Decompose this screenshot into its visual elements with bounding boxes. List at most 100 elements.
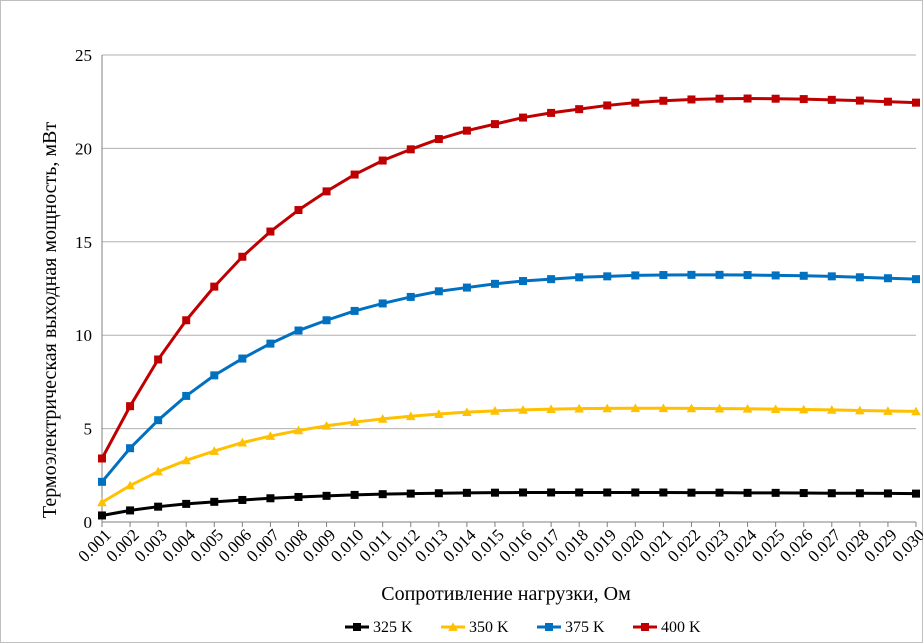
data-point <box>575 488 584 497</box>
legend-label: 325 K <box>373 619 413 636</box>
data-point <box>883 97 892 106</box>
data-point <box>462 126 471 135</box>
data-point <box>742 403 753 413</box>
data-point <box>490 279 499 288</box>
data-point <box>238 495 247 504</box>
data-point <box>350 490 359 499</box>
gridlines <box>102 54 916 430</box>
data-point <box>293 425 304 435</box>
data-point <box>771 488 780 497</box>
data-point <box>209 446 220 455</box>
y-tick-label: 0 <box>84 513 93 532</box>
legend-marker <box>353 623 361 631</box>
data-point <box>575 105 584 114</box>
data-point <box>322 491 331 500</box>
data-point <box>349 417 360 426</box>
legend-item: 400 K <box>633 619 701 636</box>
data-point <box>798 404 809 414</box>
data-point <box>715 488 724 497</box>
data-point <box>154 502 163 511</box>
data-point <box>153 466 163 476</box>
data-point <box>405 411 416 421</box>
x-axis-title: Сопротивление нагрузки, Ом <box>381 583 631 605</box>
data-point <box>799 489 808 498</box>
data-point <box>883 489 892 498</box>
data-point <box>294 326 303 335</box>
data-point <box>266 339 275 348</box>
data-point <box>547 108 556 117</box>
data-point <box>883 274 892 283</box>
y-tick-label: 25 <box>75 46 92 65</box>
data-point <box>266 227 275 236</box>
data-point <box>378 156 387 165</box>
data-point <box>519 488 528 497</box>
data-point <box>518 405 528 414</box>
data-point <box>98 511 106 520</box>
data-point <box>434 489 443 498</box>
legend-item: 350 K <box>441 619 509 636</box>
data-point <box>266 494 275 503</box>
data-point <box>126 444 135 453</box>
y-tick-label: 10 <box>75 326 92 345</box>
legend-label: 350 K <box>469 619 509 636</box>
data-point <box>125 480 135 490</box>
legend: 325 K 350 K 375 K 400 K <box>345 619 701 636</box>
data-point <box>238 354 247 363</box>
data-point <box>799 271 808 280</box>
series-line <box>100 97 917 460</box>
data-point <box>237 437 248 447</box>
data-point <box>547 275 556 284</box>
data-point <box>406 489 415 498</box>
legend-marker <box>641 623 649 631</box>
data-point <box>462 407 472 417</box>
data-point <box>855 489 864 498</box>
data-point <box>714 403 725 413</box>
data-point <box>686 403 697 413</box>
data-point <box>210 371 219 380</box>
data-point <box>827 95 836 104</box>
data-point <box>294 492 303 501</box>
y-tick-label: 15 <box>75 233 92 252</box>
data-point <box>546 404 556 414</box>
data-point <box>883 406 893 415</box>
data-point <box>827 489 836 498</box>
data-point <box>462 283 471 292</box>
data-point <box>855 96 864 105</box>
data-point <box>771 271 780 280</box>
y-tick-labels: 0 5 10 15 20 25 <box>75 46 92 532</box>
legend-label: 400 K <box>661 619 701 636</box>
series-400-k <box>98 94 920 463</box>
data-point <box>126 506 135 515</box>
data-point <box>687 488 696 497</box>
data-point <box>377 414 388 423</box>
data-point <box>659 271 668 280</box>
data-point <box>687 95 696 104</box>
data-point <box>519 277 528 286</box>
series-line <box>100 273 917 483</box>
series-325-k <box>98 488 920 520</box>
data-point <box>855 405 865 415</box>
data-point <box>490 488 499 497</box>
data-point <box>574 403 584 413</box>
data-point <box>826 405 837 414</box>
data-point <box>182 391 191 400</box>
axes <box>101 55 917 527</box>
data-point <box>406 292 415 301</box>
series-350-k <box>97 403 921 507</box>
series-line <box>101 490 917 517</box>
data-point <box>603 488 612 497</box>
data-point <box>97 497 107 507</box>
data-point <box>265 431 276 440</box>
data-point <box>434 409 444 418</box>
data-point <box>827 272 836 281</box>
legend-item: 325 K <box>345 619 413 636</box>
data-point <box>462 488 471 497</box>
data-point <box>321 420 332 430</box>
data-point <box>715 94 724 103</box>
data-point <box>181 455 192 465</box>
data-point <box>126 402 135 411</box>
data-point <box>210 497 219 506</box>
data-point <box>743 488 752 497</box>
